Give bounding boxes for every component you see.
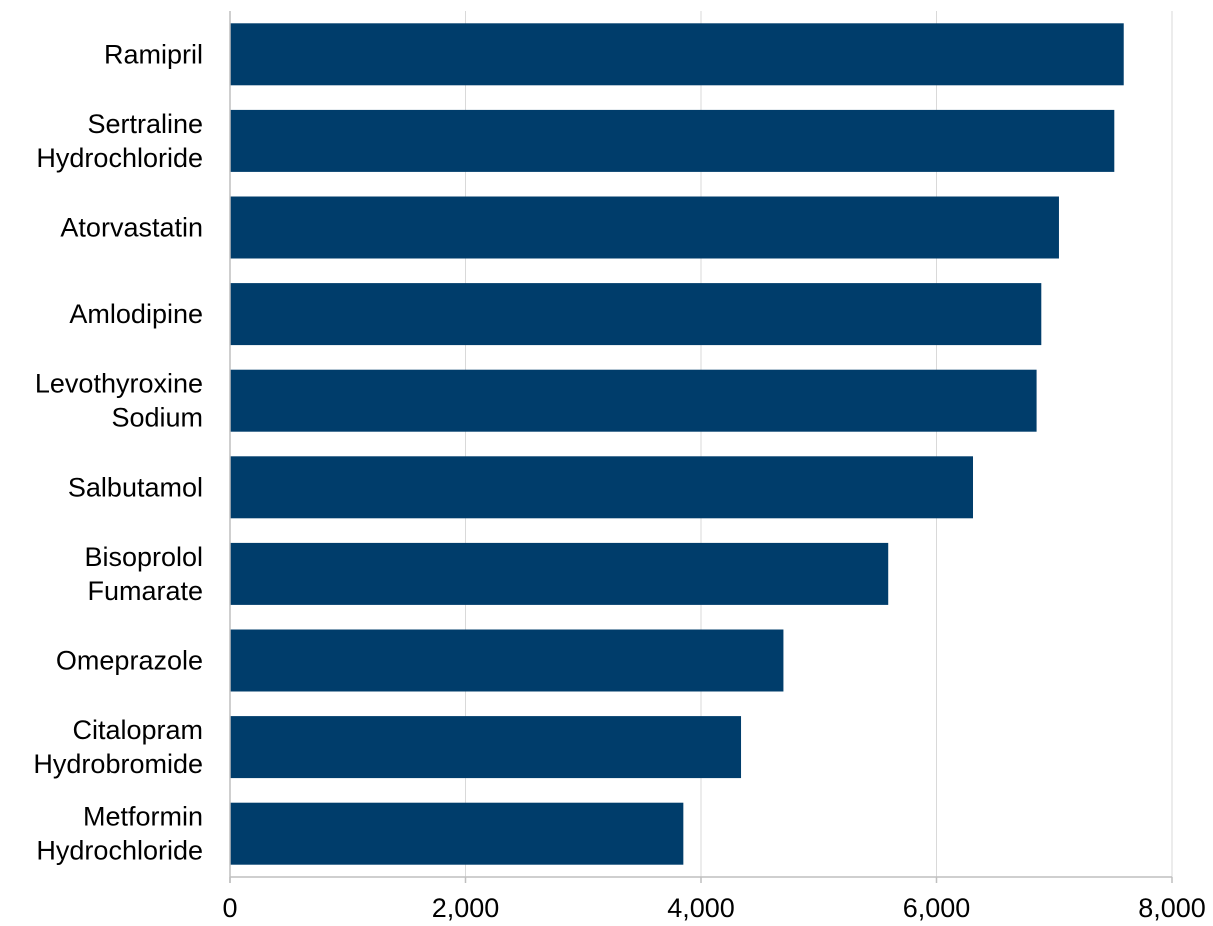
category-label-1: Sertraline Hydrochloride xyxy=(36,109,203,173)
category-labels: Ramipril Sertraline Hydrochloride Atorvasta… xyxy=(33,39,203,865)
bar-3 xyxy=(230,283,1042,346)
x-tick-labels: 0 2,000 4,000 6,000 8,000 xyxy=(222,893,1205,923)
bar-2 xyxy=(230,196,1059,259)
category-label-0: Ramipril xyxy=(104,39,203,69)
category-label-4: Levothyroxine Sodium xyxy=(35,369,203,433)
bar-0 xyxy=(230,23,1124,86)
bar-5 xyxy=(230,456,974,519)
x-tick-label-2: 4,000 xyxy=(667,893,735,923)
axes xyxy=(229,11,1173,883)
bar-1 xyxy=(230,109,1115,172)
x-tick-label-1: 2,000 xyxy=(432,893,500,923)
bar-6 xyxy=(230,542,889,605)
x-tick-label-0: 0 xyxy=(222,893,237,923)
category-label-9: Metformin Hydrochloride xyxy=(36,802,203,866)
x-tick-label-4: 8,000 xyxy=(1138,893,1206,923)
category-label-6: Bisoprolol Fumarate xyxy=(84,542,203,606)
category-label-2: Atorvastatin xyxy=(60,213,203,243)
x-tick-label-3: 6,000 xyxy=(903,893,971,923)
category-label-5: Salbutamol xyxy=(68,472,203,502)
category-label-3: Amlodipine xyxy=(69,299,203,329)
bars xyxy=(230,23,1124,865)
category-label-7: Omeprazole xyxy=(56,646,203,676)
bar-9 xyxy=(230,802,684,865)
bar-7 xyxy=(230,629,784,692)
bar-8 xyxy=(230,716,742,779)
bar-4 xyxy=(230,369,1037,432)
category-label-8: Citalopram Hydrobromide xyxy=(33,715,203,779)
